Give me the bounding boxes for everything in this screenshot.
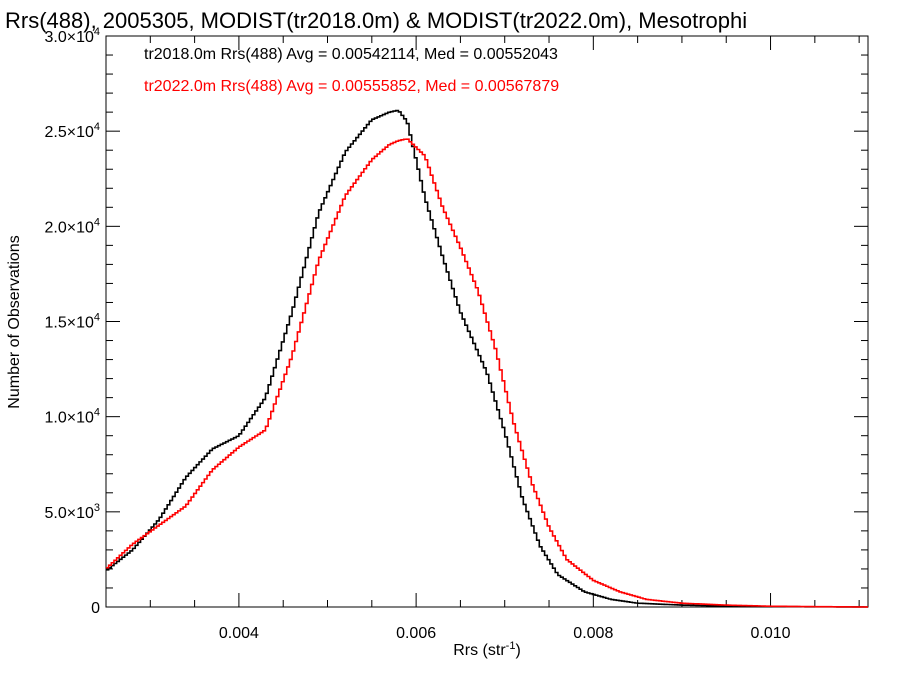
y-tick-label: 1.0×104	[44, 407, 100, 427]
x-axis-label: Rrs (str-1)	[453, 640, 521, 659]
y-tick-label: 0	[91, 600, 100, 617]
legend-entry-tr2018: tr2018.0m Rrs(488) Avg = 0.00542114, Med…	[144, 46, 558, 63]
chart-title: Rrs(488), 2005305, MODIST(tr2018.0m) & M…	[5, 8, 747, 33]
x-tick-label: 0.010	[751, 625, 791, 642]
legend-entry-tr2022: tr2022.0m Rrs(488) Avg = 0.00555852, Med…	[144, 78, 559, 95]
legend: tr2018.0m Rrs(488) Avg = 0.00542114, Med…	[144, 46, 559, 95]
series-layer	[106, 109, 868, 608]
y-tick-label: 2.5×104	[44, 121, 100, 141]
x-tick-label: 0.004	[219, 625, 259, 642]
y-tick-label: 2.0×104	[44, 216, 100, 236]
y-tick-label: 1.5×104	[44, 312, 100, 332]
y-axis-label: Number of Observations	[6, 235, 23, 408]
x-tick-label: 0.008	[573, 625, 613, 642]
x-axis-ticks: 0.004 0.006 0.008 0.010	[149, 36, 860, 642]
y-axis-ticks: 0 5.0×103 1.0×104 1.5×104 2.0×104 2.5×104 3.0×…	[44, 26, 868, 617]
y-tick-label: 5.0×103	[44, 502, 100, 522]
y-tick-label: 3.0×104	[44, 26, 100, 46]
x-tick-label: 0.006	[396, 625, 436, 642]
series-line-0	[106, 109, 868, 608]
series-line-1	[106, 138, 868, 608]
